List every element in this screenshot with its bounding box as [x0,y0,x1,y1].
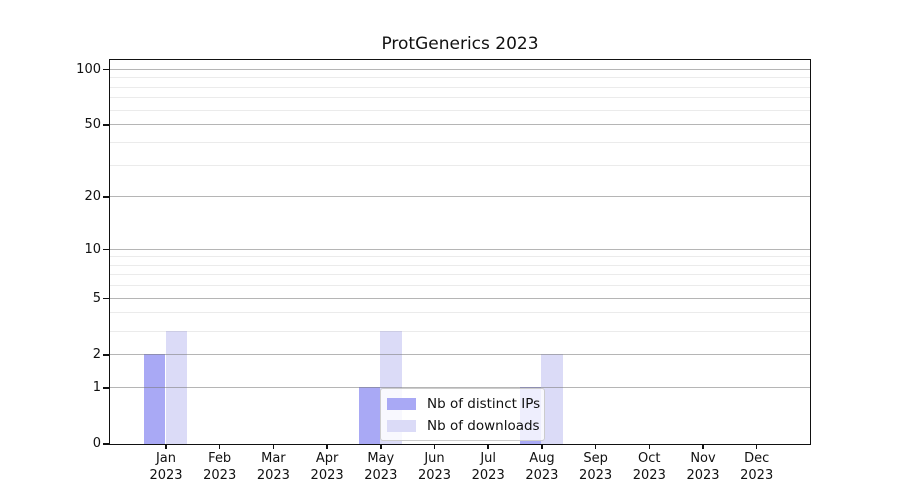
minor-gridline [109,164,810,166]
y-tick-mark [103,68,110,71]
x-tick-label: Feb 2023 [203,451,237,483]
y-tick-mark [103,248,110,251]
y-tick-mark [103,387,110,389]
minor-gridline [109,285,810,287]
x-tick-mark [702,444,704,449]
y-tick-mark [103,297,110,300]
legend-item-distinct-ips: Nb of distinct IPs [387,394,541,413]
minor-gridline [109,141,810,143]
bar-ips-4 [358,387,381,444]
x-tick-label: Dec 2023 [740,451,774,483]
x-tick-label: Aug 2023 [525,451,559,483]
y-tick-label: 100 [76,61,101,77]
x-tick-mark [594,444,597,449]
major-gridline [109,297,810,299]
x-tick-label: Oct 2023 [632,451,666,483]
x-tick-mark [272,444,275,449]
legend-swatch-distinct-ips [387,397,416,410]
x-tick-mark [326,444,328,449]
major-gridline [109,68,810,70]
x-tick-label: Mar 2023 [256,451,290,483]
chart-title: ProtGenerics 2023 [381,34,539,54]
x-tick-mark [755,444,758,449]
y-tick-label: 1 [92,379,101,395]
x-tick-label: Nov 2023 [686,451,720,483]
major-gridline [109,386,810,388]
x-tick-label: May 2023 [364,451,398,483]
x-tick-mark [648,444,651,449]
major-gridline [109,196,810,198]
y-tick-mark [103,354,110,356]
minor-gridline [109,86,810,88]
y-tick-label: 10 [84,241,101,257]
x-tick-mark [487,444,489,449]
y-tick-label: 0 [92,436,101,451]
minor-gridline [109,97,810,99]
y-tick-mark [103,443,110,445]
bar-downloads-7 [541,354,564,444]
y-tick-label: 50 [84,117,101,133]
legend-item-downloads: Nb of downloads [387,416,540,435]
legend-label-downloads: Nb of downloads [427,417,540,434]
minor-gridline [109,256,810,258]
minor-gridline [109,330,810,332]
y-tick-mark [103,196,110,198]
x-tick-mark [541,444,543,449]
x-tick-mark [380,444,382,449]
minor-gridline [109,264,810,266]
y-tick-label: 2 [92,346,101,362]
y-tick-label: 20 [84,189,101,205]
legend-label-distinct-ips: Nb of distinct IPs [427,395,541,412]
y-tick-label: 5 [92,290,101,306]
x-tick-label: Jun 2023 [417,451,452,483]
x-tick-mark [218,444,221,449]
x-tick-label: Jan 2023 [149,451,183,483]
x-tick-mark [433,444,436,449]
legend: Nb of distinct IPs Nb of downloads [380,388,545,441]
minor-gridline [109,312,810,314]
legend-swatch-downloads [387,419,416,432]
x-tick-mark [165,444,167,449]
minor-gridline [109,109,810,111]
major-gridline [109,124,810,126]
major-gridline [109,248,810,250]
x-tick-label: Sep 2023 [579,451,613,483]
minor-gridline [109,77,810,79]
major-gridline [109,353,810,355]
x-tick-label: Apr 2023 [310,451,344,483]
minor-gridline [109,274,810,276]
y-tick-mark [103,124,110,126]
x-tick-label: Jul 2023 [471,451,505,483]
bar-ips-0 [143,354,166,444]
plot-area [108,58,811,445]
